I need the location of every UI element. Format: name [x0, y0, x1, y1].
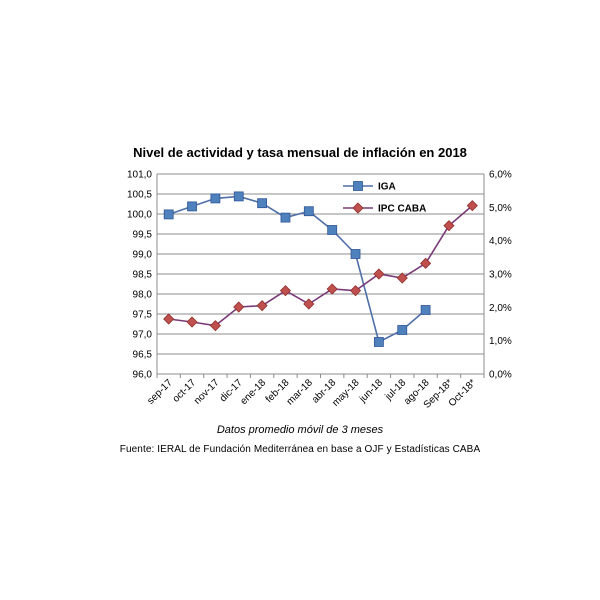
chart: Nivel de actividad y tasa mensual de inf…	[127, 145, 512, 411]
legend-label: IPC CABA	[378, 204, 426, 215]
data-point	[303, 206, 314, 217]
data-point	[233, 301, 245, 313]
data-point	[233, 191, 244, 202]
data-point	[209, 320, 221, 332]
data-point	[256, 300, 268, 312]
data-point	[350, 249, 361, 259]
data-point	[163, 209, 174, 220]
data-point	[466, 200, 478, 212]
data-point	[396, 272, 408, 284]
right-tick-label: 4,0%	[489, 236, 512, 247]
data-point	[326, 283, 338, 295]
left-axis-ticks: 96,0 96,5 97,0 97,5 98,0 98,5 99,0 99,5 100,0 100…	[127, 170, 152, 381]
data-point	[257, 198, 268, 209]
data-point	[187, 201, 197, 212]
left-tick-label: 99,0	[133, 250, 153, 261]
legend: IGA IPC CABA	[343, 181, 426, 215]
left-tick-label: 100,5	[127, 190, 152, 201]
x-axis-ticks: sep-17oct-17nov-17dic-17ene-18feb-18mar-…	[145, 377, 478, 411]
left-tick-label: 97,5	[133, 310, 153, 321]
series-line	[168, 205, 473, 327]
data-point	[280, 212, 291, 223]
x-tick-label: mar-18	[285, 377, 315, 407]
legend-marker	[352, 202, 364, 214]
data-point	[397, 325, 408, 335]
left-tick-label: 96,5	[133, 350, 153, 361]
x-tick-label: ene-18	[238, 377, 268, 407]
x-tick-label: sep-17	[145, 377, 175, 407]
series-line	[168, 195, 427, 344]
source-note: Fuente: IERAL de Fundación Mediterránea …	[119, 444, 481, 455]
left-tick-label: 96,0	[133, 370, 153, 381]
series-layer	[163, 191, 478, 347]
x-tick-label: jun-18	[357, 377, 385, 405]
right-tick-label: 6,0%	[489, 170, 512, 181]
series-ipc-caba	[163, 200, 478, 332]
left-tick-label: 100,0	[127, 210, 152, 221]
right-tick-label: 0,0%	[489, 370, 512, 381]
left-tick-label: 97,0	[133, 330, 153, 341]
x-tick-label: may-18	[330, 377, 362, 409]
data-point	[210, 193, 221, 204]
right-tick-label: 3,0%	[489, 270, 512, 281]
data-point	[373, 268, 385, 280]
data-point	[349, 285, 362, 297]
right-tick-label: 2,0%	[489, 303, 512, 314]
x-tick-label: nov-17	[192, 377, 222, 407]
chart-subtitle: Datos promedio móvil de 3 meses	[216, 424, 384, 436]
legend-label: IGA	[378, 182, 396, 193]
left-tick-label: 99,5	[133, 230, 153, 241]
data-point	[373, 337, 384, 347]
chart-title: Nivel de actividad y tasa mensual de inf…	[133, 145, 467, 160]
data-point	[303, 298, 315, 310]
right-axis-ticks: 0,0% 1,0% 2,0% 3,0% 4,0% 5,0% 6,0%	[489, 170, 512, 381]
gridlines	[156, 173, 485, 378]
data-point	[163, 313, 175, 325]
series-iga	[163, 191, 431, 347]
data-point	[420, 305, 431, 315]
left-tick-label: 98,0	[133, 290, 153, 301]
right-tick-label: 5,0%	[489, 203, 512, 214]
left-tick-label: 101,0	[127, 170, 152, 181]
right-tick-label: 1,0%	[489, 336, 512, 347]
left-tick-label: 98,5	[133, 270, 153, 281]
data-point	[420, 257, 432, 269]
data-point	[327, 225, 338, 235]
data-point	[279, 285, 292, 297]
data-point	[443, 220, 455, 232]
data-point	[186, 316, 198, 328]
legend-marker	[353, 181, 363, 191]
